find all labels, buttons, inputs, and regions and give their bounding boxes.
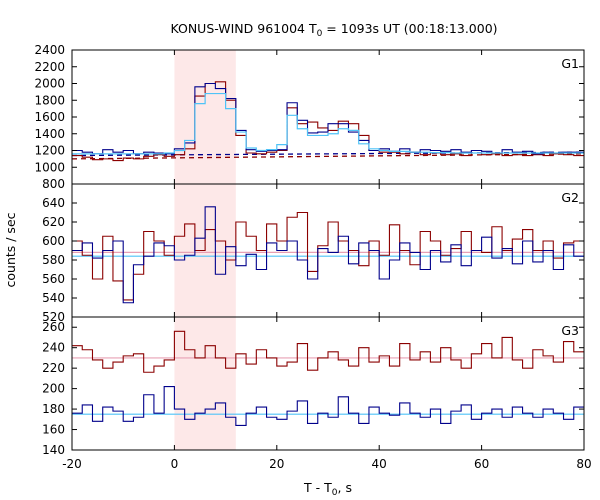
y-tick-label: 1000 — [34, 160, 65, 174]
x-tick-label: -20 — [62, 457, 82, 471]
y-tick-label: 2200 — [34, 60, 65, 74]
y-tick-label: 160 — [42, 423, 65, 437]
series-red-g1 — [72, 81, 584, 162]
panel-plot-area — [72, 81, 584, 162]
x-tick-label: 60 — [474, 457, 489, 471]
y-tick-label: 580 — [42, 253, 65, 267]
panel-label: G2 — [561, 190, 579, 205]
y-tick-label: 620 — [42, 215, 65, 229]
shaded-interval — [174, 317, 236, 450]
y-tick-label: 1600 — [34, 110, 65, 124]
panel-label: G3 — [561, 323, 579, 338]
series-cyan-g1 — [72, 92, 584, 155]
y-tick-label: 140 — [42, 443, 65, 457]
x-tick-label: 40 — [372, 457, 387, 471]
chart-title: KONUS-WIND 961004 T0 = 1093s UT (00:18:1… — [170, 21, 497, 39]
y-tick-label: 220 — [42, 361, 65, 375]
x-axis-label: T - T0, s — [303, 480, 352, 498]
panel-g3: 140 160 180 200 220 240 260 G3 — [42, 316, 585, 457]
y-tick-label: 600 — [42, 234, 65, 248]
y-tick-label: 260 — [42, 320, 65, 334]
y-tick-label: 1800 — [34, 93, 65, 107]
panel-frame — [71, 316, 585, 451]
x-tick-label: 0 — [171, 457, 179, 471]
y-tick-label: 2400 — [34, 43, 65, 57]
y-tick-label: 2000 — [34, 77, 65, 91]
x-tick-label: 80 — [576, 457, 591, 471]
y-tick-label: 560 — [42, 272, 65, 286]
y-tick-label: 1200 — [34, 144, 65, 158]
y-tick-label: 520 — [42, 310, 65, 324]
panel-plot-area — [72, 330, 584, 426]
shaded-interval — [174, 50, 236, 184]
series-red-g2 — [72, 211, 584, 301]
y-tick-label: 640 — [42, 196, 65, 210]
panel-g2: 520 540 560 580 600 620 640 G2 — [42, 183, 585, 324]
y-tick-label: 240 — [42, 341, 65, 355]
y-axis-label: counts / sec — [3, 212, 18, 287]
panel-g1: 800 1000 1200 1400 1600 1800 2000 2200 2400 G1 — [34, 43, 585, 191]
y-tick-label: 540 — [42, 291, 65, 305]
series-blue-g2 — [72, 206, 584, 304]
series-red-g3 — [72, 330, 584, 373]
y-tick-label: 200 — [42, 382, 65, 396]
series-blue-g1 — [72, 82, 584, 155]
background-line-red — [72, 153, 584, 160]
y-tick-label: 1400 — [34, 127, 65, 141]
y-tick-label: 180 — [42, 402, 65, 416]
panel-plot-area — [72, 206, 584, 304]
panel-label: G1 — [561, 56, 579, 71]
series-blue-g3 — [72, 386, 584, 426]
panel-frame — [71, 49, 585, 185]
x-tick-label: 20 — [269, 457, 284, 471]
y-tick-label: 800 — [42, 177, 65, 191]
